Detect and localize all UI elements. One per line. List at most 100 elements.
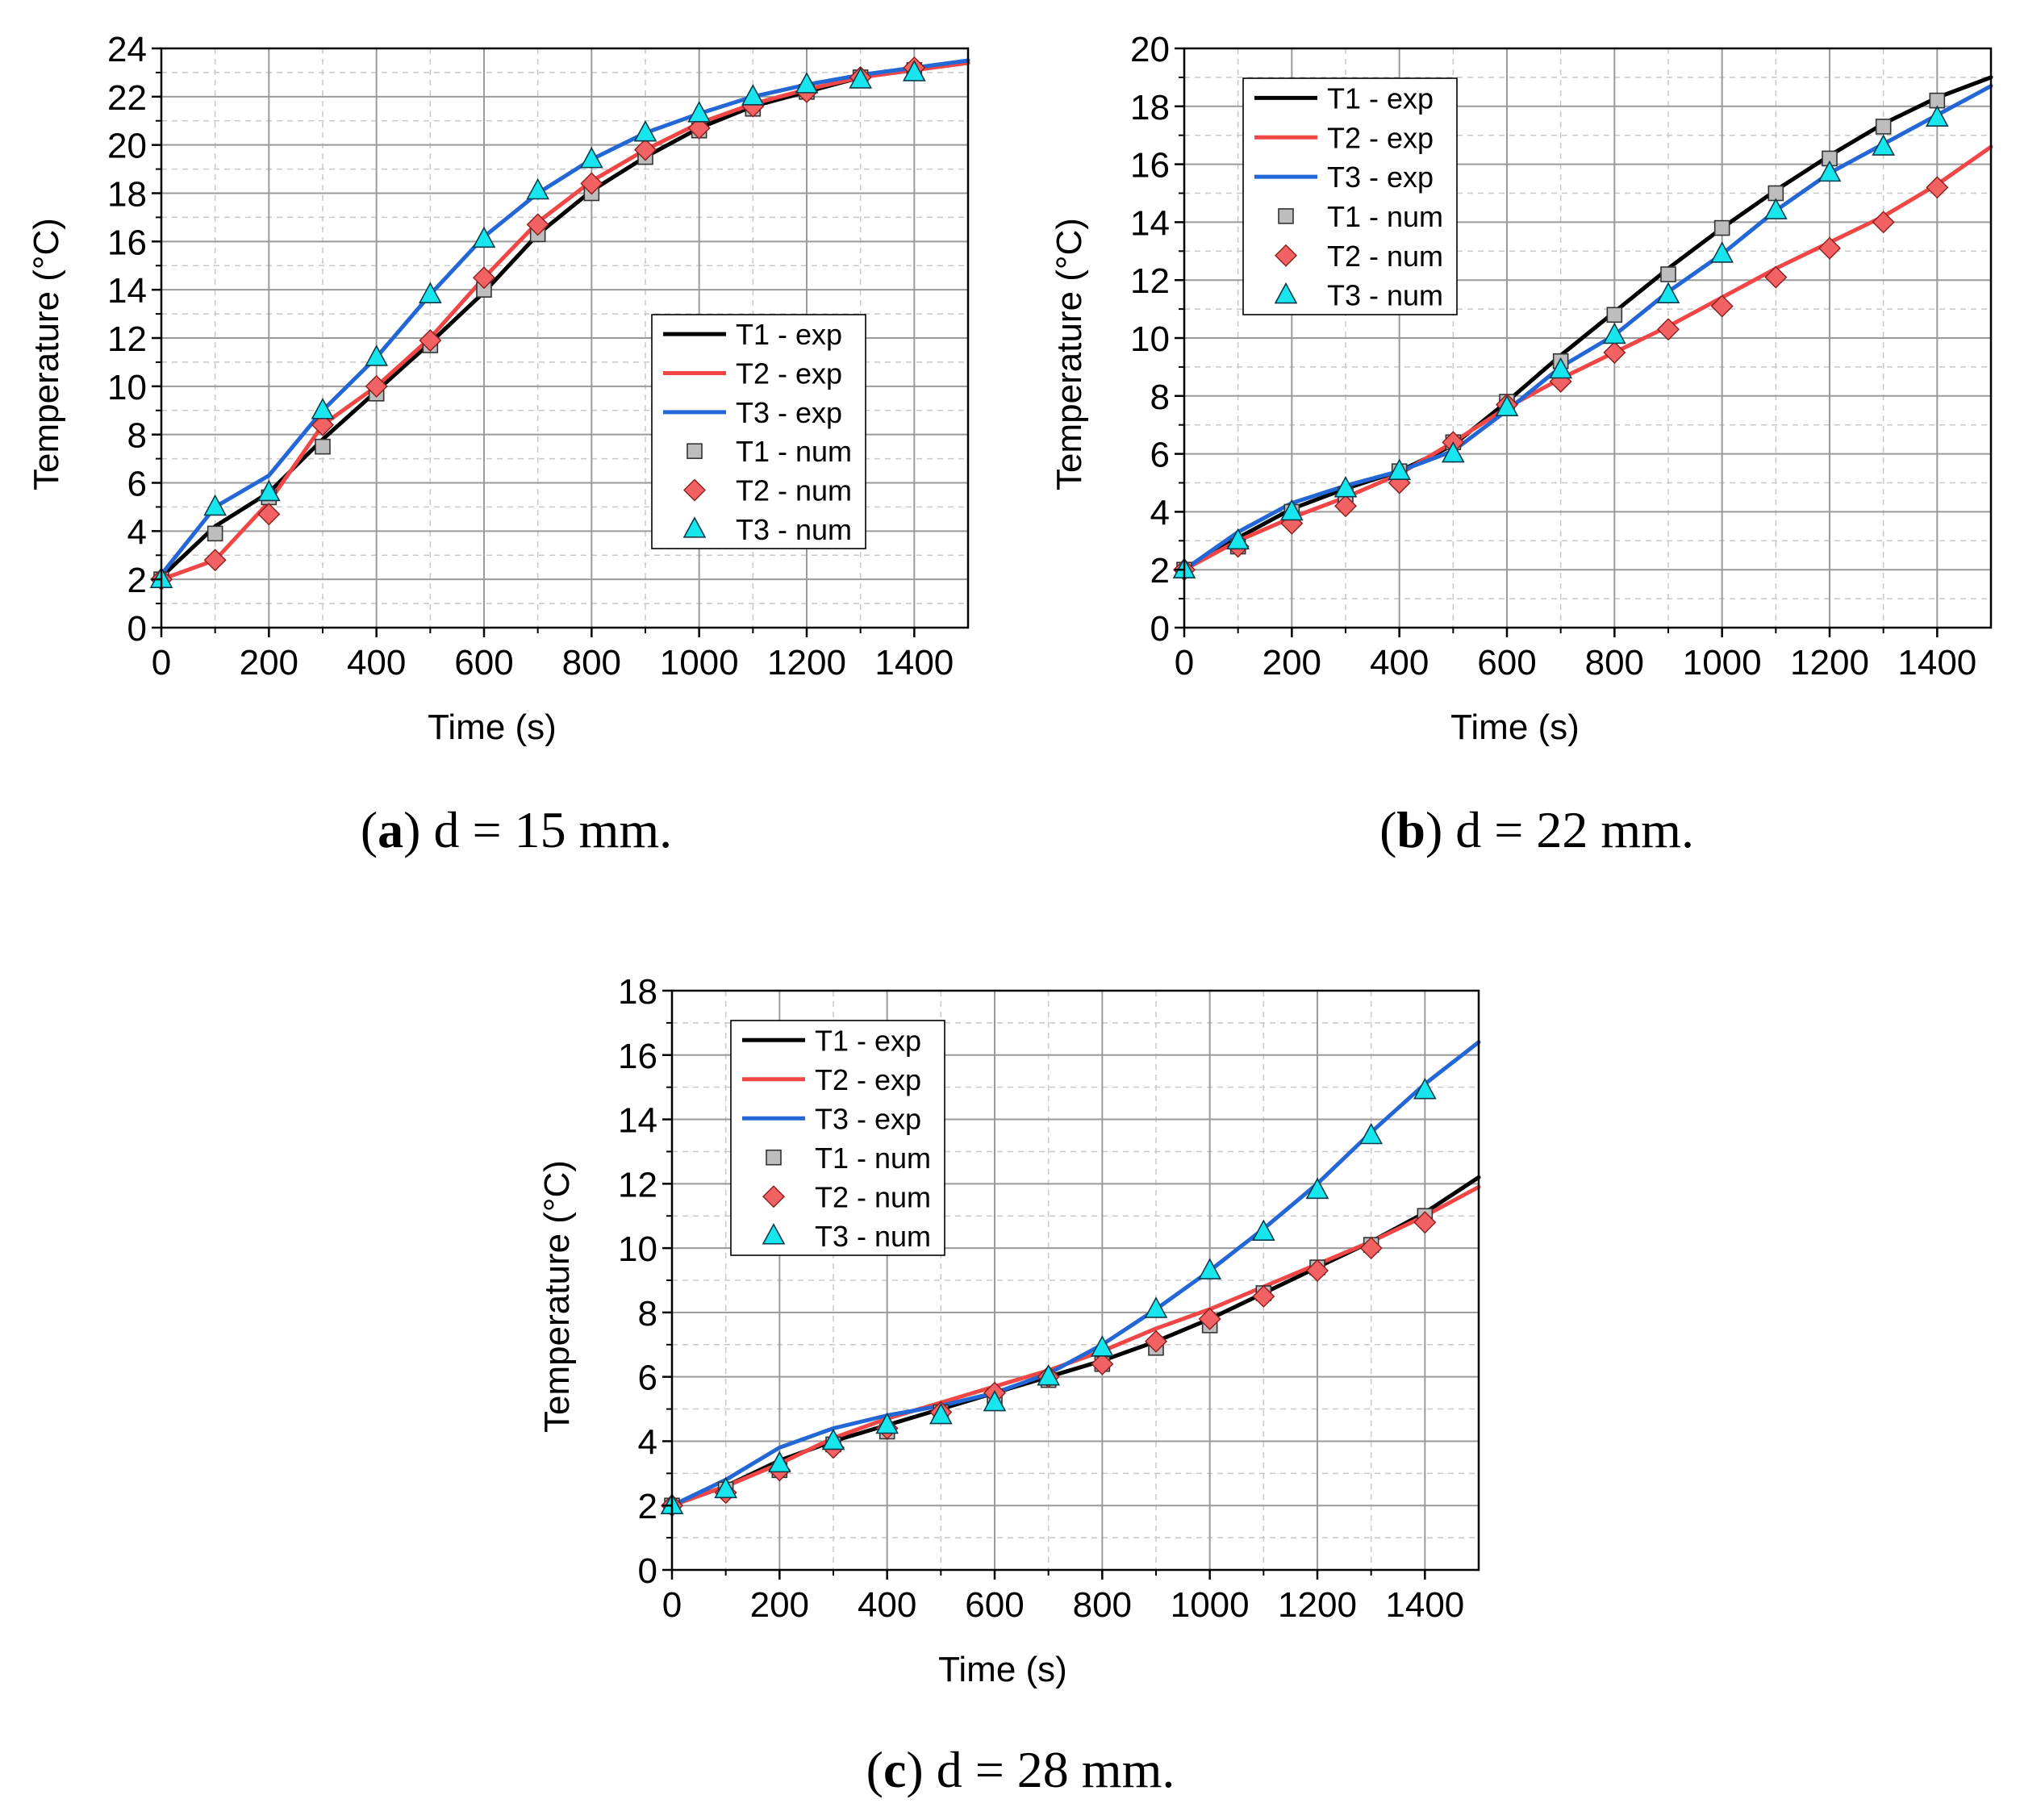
data-point-t3-num (875, 1412, 899, 1434)
y-axis-label: Temperature (°C) (27, 218, 66, 490)
data-point-t3-num (418, 282, 442, 303)
y-tick-label: 2 (1150, 551, 1170, 591)
data-point-t1-num (1606, 307, 1623, 324)
data-point-t3-num (1602, 322, 1626, 344)
caption-paren-open: ( (361, 801, 378, 858)
data-point-t2-num (419, 329, 442, 352)
data-point-t2-num (526, 213, 549, 236)
legend-marker-t3-num (1274, 282, 1298, 304)
y-tick-label: 0 (638, 1551, 657, 1591)
data-point-t3-num (1090, 1335, 1114, 1357)
x-tick-label: 1000 (1683, 643, 1762, 682)
y-tick-label: 12 (1130, 261, 1170, 301)
legend-label: T1 - exp (736, 318, 842, 351)
data-point-t2-num (1603, 340, 1626, 364)
data-point-t3-num (1198, 1258, 1222, 1279)
data-point-t3-num (1441, 440, 1465, 463)
data-point-t2-num (1198, 1307, 1221, 1330)
y-tick-label: 0 (127, 609, 147, 649)
y-tick-label: 6 (638, 1359, 657, 1398)
y-tick-label: 4 (1150, 493, 1170, 532)
legend: T1 - exp T2 - exp T3 - exp T1 - num T2 - num… (651, 314, 866, 549)
data-point-t3-num (1388, 458, 1412, 480)
x-tick-label: 400 (347, 643, 406, 682)
y-tick-label: 14 (107, 271, 147, 311)
y-tick-label: 24 (107, 30, 147, 69)
data-point-t2-num (1818, 236, 1841, 260)
y-tick-label: 0 (1150, 609, 1170, 649)
y-tick-label: 16 (618, 1037, 657, 1076)
legend-label: T2 - num (815, 1180, 931, 1213)
legend-marker-t2-num (762, 1185, 785, 1208)
legend-label: T1 - exp (815, 1024, 921, 1057)
series-line-t3-exp (670, 1040, 1481, 1508)
data-point-t3-num (1251, 1219, 1275, 1241)
data-point-t3-num (311, 398, 335, 420)
x-tick-label: 200 (240, 643, 298, 682)
data-point-t2-num (311, 413, 334, 436)
legend-box (730, 1020, 945, 1256)
data-point-t3-num (1818, 160, 1842, 182)
x-axis-label: Time (s) (938, 1650, 1067, 1689)
data-point-t1-num (1660, 266, 1676, 282)
data-point-t2-num (365, 374, 388, 398)
legend-marker-t3-num (762, 1223, 786, 1245)
y-tick-label: 18 (618, 972, 657, 1012)
data-point-t3-num (983, 1389, 1007, 1412)
series-line-t2-exp (159, 61, 970, 582)
x-tick-label: 600 (1477, 643, 1536, 682)
caption-paren-close: ) (403, 801, 420, 858)
series-line-t2-exp (1182, 144, 1993, 572)
y-tick-label: 8 (638, 1294, 657, 1334)
legend-label: T2 - exp (736, 357, 842, 390)
x-tick-label: 800 (562, 643, 621, 682)
data-point-t3-num (472, 226, 496, 248)
x-tick-label: 0 (152, 643, 171, 682)
y-tick-label: 16 (1130, 146, 1170, 186)
legend-label: T3 - num (815, 1220, 931, 1253)
caption-paren-close: ) (1425, 801, 1442, 858)
y-tick-label: 2 (638, 1487, 657, 1526)
data-point-t2-num (473, 266, 495, 290)
y-tick-label: 12 (107, 319, 147, 359)
y-tick-label: 14 (1130, 203, 1170, 243)
data-point-t2-num (1764, 265, 1788, 289)
data-point-t3-num (1333, 476, 1358, 498)
legend-label: T2 - num (1327, 240, 1443, 273)
data-point-t3-num (1656, 282, 1680, 303)
data-point-t2-num (1252, 1284, 1275, 1308)
data-point-t3-num (365, 344, 389, 366)
x-tick-label: 0 (662, 1585, 682, 1625)
y-tick-label: 8 (127, 416, 147, 456)
x-tick-label: 1200 (767, 643, 846, 682)
legend-box (1242, 77, 1458, 315)
data-point-t3-num (1413, 1077, 1437, 1100)
panel-caption: (c) d = 28 mm. (866, 1741, 1175, 1798)
legend-label: T1 - exp (1327, 81, 1434, 115)
data-point-t2-num (1710, 294, 1734, 318)
y-tick-label: 2 (127, 561, 147, 600)
legend-marker-t2-num (1275, 244, 1297, 267)
data-point-t2-num (203, 549, 227, 572)
legend-label: T1 - num (1327, 200, 1443, 233)
data-point-t2-num (1091, 1352, 1114, 1375)
legend-label: T3 - exp (815, 1102, 921, 1135)
legend-marker-t1-num (1278, 208, 1294, 224)
data-point-t3-num (203, 494, 227, 516)
y-tick-label: 20 (1130, 30, 1170, 69)
caption-text: d = 28 mm. (924, 1741, 1175, 1798)
panel-caption: (b) d = 22 mm. (1379, 801, 1694, 858)
data-point-t2-num (1872, 211, 1895, 234)
y-tick-label: 14 (618, 1101, 657, 1141)
x-tick-label: 400 (1370, 643, 1429, 682)
chart-panel-b: 0 200 400 600 800 1000 1200 1400 0 2 4 6 8 10 12 14 16 18… (1050, 30, 1993, 858)
x-tick-label: 0 (1175, 643, 1194, 682)
data-point-t3-num (741, 84, 765, 106)
y-tick-label: 22 (107, 78, 147, 118)
chart-panel-a: 0 200 400 600 800 1000 1200 1400024681012141618… (27, 30, 970, 858)
data-point-t3-num (849, 67, 873, 89)
x-tick-label: 800 (1585, 643, 1644, 682)
x-tick-label: 1400 (1385, 1585, 1464, 1625)
chart-panel-c: 0 200 400 600 800 1000 1200 1400 0 2 4 6 8 10 12 14 16 18… (537, 972, 1481, 1798)
